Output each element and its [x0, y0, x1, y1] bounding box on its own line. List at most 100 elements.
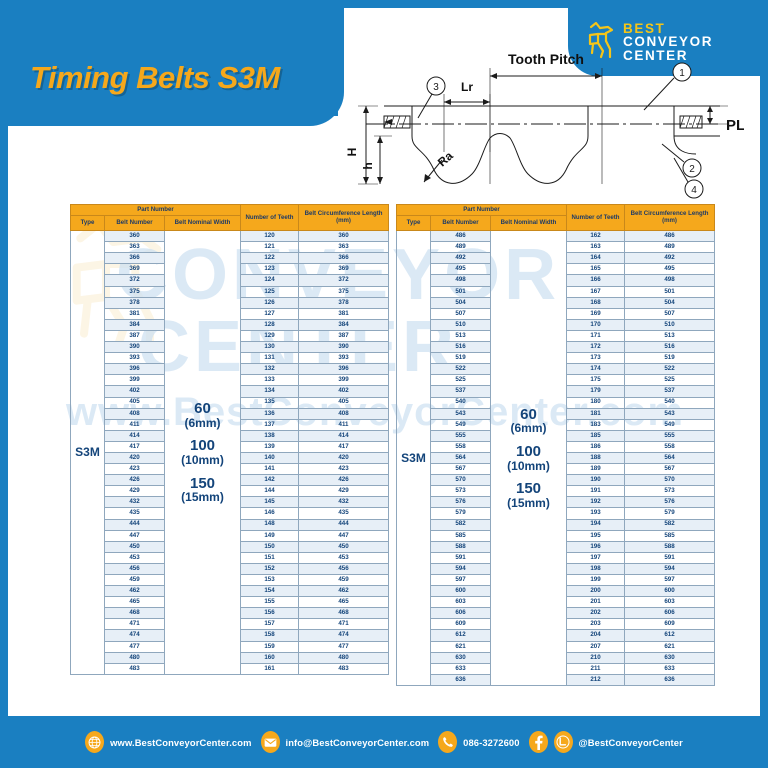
- width-value: 60: [520, 405, 537, 423]
- table-row: 381 127 381: [71, 307, 390, 320]
- cell-belt-number: 558: [430, 440, 491, 453]
- cell-belt-circumference: 537: [624, 385, 716, 398]
- footer-email[interactable]: info@BestConveyorCenter.com: [260, 731, 430, 753]
- cell-number-of-teeth: 180: [566, 396, 626, 409]
- cell-belt-number: 519: [430, 352, 491, 365]
- width-value: 150: [189, 474, 216, 492]
- cell-belt-circumference: 555: [624, 429, 716, 442]
- width-mm: (6mm): [510, 421, 547, 436]
- cell-number-of-teeth: 192: [566, 496, 626, 509]
- cell-belt-number: 516: [430, 341, 491, 354]
- cell-number-of-teeth: 159: [240, 640, 300, 653]
- cell-belt-number: 417: [104, 440, 165, 453]
- cell-belt-circumference: 558: [624, 440, 716, 453]
- cell-number-of-teeth: 137: [240, 418, 300, 431]
- cell-number-of-teeth: 173: [566, 352, 626, 365]
- cell-belt-circumference: 600: [624, 585, 716, 598]
- table-row: 540 180 540: [397, 396, 716, 409]
- cell-belt-number: 522: [430, 363, 491, 376]
- cell-belt-circumference: 369: [298, 263, 390, 276]
- cell-belt-number: 363: [104, 241, 165, 254]
- conveyor-robot-icon: [586, 21, 616, 64]
- table-row: 465 155 465: [71, 596, 390, 609]
- cell-belt-number: 621: [430, 640, 491, 653]
- facebook-icon[interactable]: [528, 731, 548, 753]
- cell-number-of-teeth: 168: [566, 296, 626, 309]
- brand-logo[interactable]: BEST CONVEYOR CENTER: [568, 8, 760, 76]
- table-row: 423 141 423: [71, 463, 390, 476]
- cell-belt-circumference: 471: [298, 618, 390, 631]
- line-icon[interactable]: [553, 731, 573, 753]
- cell-belt-circumference: 579: [624, 507, 716, 520]
- callout-2-circle: [682, 158, 702, 178]
- cell-number-of-teeth: 179: [566, 385, 626, 398]
- table-row: 597 199 597: [397, 573, 716, 587]
- footer-phone[interactable]: 086-3272600: [438, 731, 519, 753]
- cell-belt-number: 411: [104, 418, 165, 431]
- cell-number-of-teeth: 160: [240, 651, 300, 664]
- cell-belt-circumference: 633: [624, 662, 716, 675]
- cell-number-of-teeth: 203: [566, 618, 626, 631]
- cell-number-of-teeth: 145: [240, 496, 300, 509]
- cell-number-of-teeth: 136: [240, 407, 300, 420]
- cell-belt-circumference: 492: [624, 252, 716, 265]
- cell-belt-number: 432: [104, 496, 165, 509]
- cell-belt-circumference: 564: [624, 451, 716, 465]
- cell-number-of-teeth: 162: [566, 230, 626, 243]
- table-row: S3M 486 60 (6mm) 100 (10mm) 150 (15mm) 162 486: [396, 230, 716, 686]
- width-value: 100: [515, 442, 542, 460]
- header-belt-circumference: Belt Circumference Length (mm): [624, 203, 716, 232]
- header-part-number: Part Number: [69, 203, 242, 217]
- cell-belt-circumference: 540: [624, 396, 716, 409]
- cell-belt-number: 369: [104, 263, 165, 276]
- cell-belt-circumference: 459: [298, 573, 390, 587]
- cell-number-of-teeth: 170: [566, 318, 626, 331]
- cell-number-of-teeth: 161: [240, 662, 300, 675]
- callout-3-label: 3: [433, 82, 439, 93]
- cell-belt-circumference: 426: [298, 474, 390, 487]
- cell-number-of-teeth: 158: [240, 629, 300, 642]
- cell-belt-number: 465: [104, 596, 165, 609]
- cell-belt-number: 444: [104, 518, 165, 531]
- cell-belt-circumference: 447: [298, 529, 390, 542]
- cell-belt-number: 564: [430, 451, 491, 465]
- footer-bar: www.BestConveyorCenter.com info@BestConv…: [0, 716, 768, 768]
- cell-belt-circumference: 486: [624, 230, 716, 243]
- cell-belt-circumference: 504: [624, 296, 716, 309]
- cell-belt-nominal-width: 60 (6mm) 100 (10mm) 150 (15mm): [163, 230, 242, 675]
- table-row: 606 202 606: [397, 607, 716, 620]
- cell-belt-circumference: 513: [624, 329, 716, 343]
- cell-belt-circumference: 498: [624, 274, 716, 287]
- cell-belt-number: 582: [430, 518, 491, 531]
- spec-table-left: Part Number Number of Teeth Belt Circumf…: [69, 203, 390, 675]
- width-option-0: 60 (6mm): [185, 401, 221, 429]
- cell-belt-number: 513: [430, 329, 491, 343]
- cell-belt-circumference: 573: [624, 485, 716, 498]
- cell-belt-number: 540: [430, 396, 491, 409]
- cell-belt-circumference: 501: [624, 285, 716, 298]
- cell-belt-circumference: 468: [298, 607, 390, 620]
- footer-social[interactable]: @BestConveyorCenter: [528, 731, 683, 753]
- cell-belt-circumference: 495: [624, 263, 716, 276]
- cell-belt-circumference: 444: [298, 518, 390, 531]
- table-row: 543 181 543: [397, 407, 716, 420]
- cell-number-of-teeth: 212: [566, 673, 626, 686]
- cell-belt-circumference: 423: [298, 463, 390, 476]
- cell-belt-circumference: 516: [624, 341, 716, 354]
- callout-2-label: 2: [689, 164, 695, 175]
- table-row: 483 161 483: [71, 662, 390, 675]
- cell-belt-circumference: 480: [298, 651, 390, 664]
- cell-belt-circumference: 510: [624, 318, 716, 331]
- cell-belt-number: 636: [430, 673, 491, 686]
- cell-number-of-teeth: 133: [240, 374, 300, 387]
- cell-belt-number: 384: [104, 318, 165, 331]
- cell-belt-circumference: 489: [624, 241, 716, 254]
- cell-number-of-teeth: 130: [240, 341, 300, 354]
- cell-number-of-teeth: 157: [240, 618, 300, 631]
- header-belt-nominal-width: Belt Nominal Width: [163, 215, 242, 232]
- width-value: 150: [515, 480, 542, 498]
- cell-belt-circumference: 453: [298, 551, 390, 564]
- cell-belt-circumference: 567: [624, 463, 716, 476]
- cell-belt-number: 633: [430, 662, 491, 675]
- footer-website[interactable]: www.BestConveyorCenter.com: [85, 731, 251, 753]
